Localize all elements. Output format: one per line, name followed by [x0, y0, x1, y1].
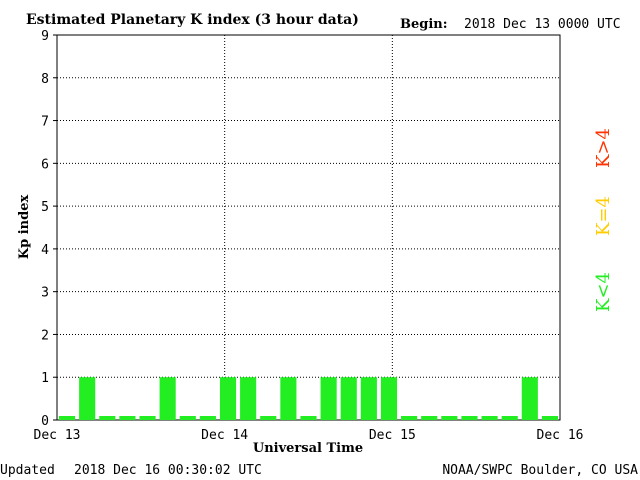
- y-tick-label: 8: [41, 72, 49, 87]
- grid-lines: [57, 35, 560, 420]
- begin-value: 2018 Dec 13 0000 UTC: [464, 17, 621, 32]
- y-tick-label: 1: [41, 371, 49, 386]
- x-tick-label: Dec 15: [369, 428, 416, 443]
- y-tick-label: 6: [41, 157, 49, 172]
- kp-bar: [360, 377, 377, 420]
- legend-k-less-4: K<4: [593, 272, 614, 312]
- kp-bar: [521, 377, 538, 420]
- kp-bar: [159, 377, 176, 420]
- y-tick-label: 7: [41, 115, 49, 130]
- kp-bar: [280, 377, 297, 420]
- kp-bar: [300, 416, 317, 420]
- kp-bar: [139, 416, 156, 420]
- x-axis-label: Universal Time: [253, 441, 363, 456]
- plot-area: [56, 34, 561, 421]
- kp-bar: [199, 416, 216, 420]
- kp-bar: [320, 377, 337, 420]
- kp-bar: [119, 416, 136, 420]
- y-tick-label: 4: [41, 243, 49, 258]
- kp-bar: [240, 377, 257, 420]
- kp-bar: [179, 416, 196, 420]
- kp-bar: [219, 377, 237, 420]
- x-tick-label: Dec 13: [34, 428, 81, 443]
- x-axis-ticks: Dec 13 Dec 14 Dec 15 Dec 16: [34, 428, 584, 443]
- y-tick-label: 0: [41, 414, 49, 429]
- kp-bar: [79, 377, 96, 420]
- kp-bar: [441, 416, 458, 420]
- kp-bar: [59, 416, 76, 420]
- y-axis-ticks: 0 1 2 3 4 5 6 7 8 9: [41, 29, 57, 429]
- bar-series: [59, 377, 558, 420]
- kp-bar: [340, 377, 357, 420]
- kp-bar: [401, 416, 418, 420]
- kp-bar: [541, 416, 558, 420]
- y-tick-label: 9: [41, 29, 49, 44]
- y-axis-label: Kp index: [17, 195, 32, 260]
- kp-bar: [421, 416, 438, 420]
- y-tick-label: 3: [41, 286, 49, 301]
- kp-bar: [481, 416, 498, 420]
- x-tick-label: Dec 14: [201, 428, 248, 443]
- y-tick-label: 2: [41, 328, 49, 343]
- kp-bar: [461, 416, 478, 420]
- legend-k-equal-4: K=4: [593, 196, 614, 236]
- kp-bar: [99, 416, 116, 420]
- updated-label: Updated: [0, 463, 55, 478]
- updated-value: 2018 Dec 16 00:30:02 UTC: [74, 463, 262, 478]
- kp-bar: [501, 416, 518, 420]
- begin-label: Begin:: [400, 17, 448, 32]
- legend-k-greater-4: K>4: [593, 128, 614, 168]
- y-tick-label: 5: [41, 200, 49, 215]
- chart-title: Estimated Planetary K index (3 hour data…: [26, 12, 359, 28]
- kp-bar: [260, 416, 277, 420]
- kp-bar: [380, 377, 398, 420]
- credit-text: NOAA/SWPC Boulder, CO USA: [442, 463, 638, 478]
- x-tick-label: Dec 16: [537, 428, 584, 443]
